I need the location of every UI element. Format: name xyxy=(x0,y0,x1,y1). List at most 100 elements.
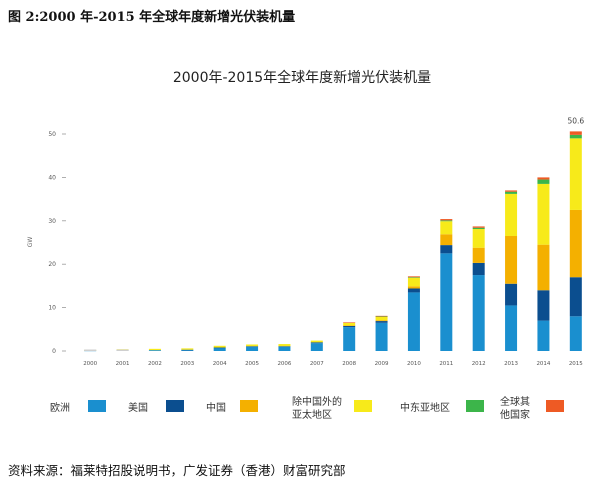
bar-2010-row xyxy=(407,276,420,278)
bar-2013-usa xyxy=(505,283,518,306)
bar-2008-row xyxy=(343,322,356,323)
y-axis-label: GW xyxy=(27,237,34,248)
legend-label-line1-row: 全球其 xyxy=(500,395,530,408)
bar-2007-usa xyxy=(310,342,323,344)
y-axis-ticks: 0 10 20 30 40 50 xyxy=(48,131,66,355)
x-tick-label-2014: 2014 xyxy=(536,361,550,367)
bar-2014-usa xyxy=(537,290,550,321)
x-tick-label-2000: 2000 xyxy=(83,361,97,367)
x-tick-label-2010: 2010 xyxy=(407,361,421,367)
y-tick-label-10: 10 xyxy=(48,305,56,312)
bar-2009-mea xyxy=(375,316,388,317)
x-tick-label-2008: 2008 xyxy=(342,361,356,367)
legend-swatch-europe xyxy=(88,400,106,412)
bar-2008-apac xyxy=(343,322,356,326)
legend-swatch-usa xyxy=(166,400,184,412)
bar-2011-europe xyxy=(440,253,453,351)
legend-label-row: 全球其他国家 xyxy=(500,395,530,421)
source-note: 资料来源：福莱特招股说明书，广发证券（香港）财富研究部 xyxy=(8,463,346,478)
bar-2010-apac xyxy=(407,277,420,287)
annotation-2015: 50.6 xyxy=(567,116,584,125)
x-tick-label-2007: 2007 xyxy=(310,361,324,367)
y-tick-label-40: 40 xyxy=(48,174,56,181)
figure-label: 图 2:2000 年-2015 年全球年度新增光伏装机量 xyxy=(8,10,296,25)
bar-2014-mea xyxy=(537,179,550,184)
y-tick-label-30: 30 xyxy=(48,218,56,225)
legend-label-line2-row: 他国家 xyxy=(500,408,530,421)
bar-2003-europe xyxy=(181,350,194,351)
bar-2012-usa xyxy=(472,262,485,276)
y-tick-label-50: 50 xyxy=(48,131,56,138)
bar-2010-europe xyxy=(407,292,420,351)
x-tick-label-2006: 2006 xyxy=(277,361,291,367)
bar-2005-usa xyxy=(246,346,259,347)
legend-swatch-row xyxy=(546,400,564,412)
legend-label-line1-apac: 除中国外的 xyxy=(292,395,342,408)
stacked-bar-chart: 2000年-2015年全球年度新增光伏装机量 GW 0 10 20 30 40 50 20… xyxy=(27,69,584,421)
bar-2003-usa xyxy=(181,349,194,351)
legend-swatch-china xyxy=(240,400,258,412)
bar-2009-china xyxy=(375,320,388,322)
bar-base-2001 xyxy=(116,349,129,351)
x-tick-label-2009: 2009 xyxy=(375,361,389,367)
x-tick-label-2002: 2002 xyxy=(148,361,162,367)
bar-2003-apac xyxy=(181,348,194,350)
bar-2012-row xyxy=(472,226,485,228)
legend-label-line2-apac: 亚太地区 xyxy=(292,408,332,421)
bar-2014-apac xyxy=(537,183,550,245)
legend-label-europe: 欧洲 xyxy=(50,402,70,414)
legend-label-apac: 除中国外的亚太地区 xyxy=(292,395,342,421)
bar-2015-china xyxy=(569,209,582,278)
x-tick-label-2015: 2015 xyxy=(569,361,583,367)
bar-2008-usa xyxy=(343,325,356,328)
bar-2009-europe xyxy=(375,322,388,351)
bar-2008-china xyxy=(343,325,356,326)
bar-2011-china xyxy=(440,234,453,246)
legend-swatch-mea xyxy=(466,400,484,412)
bar-2012-apac xyxy=(472,229,485,248)
bar-2009-apac xyxy=(375,316,388,321)
legend: 欧洲 美国 中国 除中国外的亚太地区 中东亚地区 全球其他国家 xyxy=(50,395,564,421)
bar-2009-usa xyxy=(375,321,388,323)
x-tick-label-2004: 2004 xyxy=(213,361,227,367)
bar-2015-mea xyxy=(569,134,582,139)
bar-2011-row xyxy=(440,219,453,221)
x-tick-label-2001: 2001 xyxy=(116,361,130,367)
x-axis-ticks: 2000 2001 2002 2003 2004 2005 2006 2007 2008 2009… xyxy=(83,361,583,367)
bar-2002-apac xyxy=(148,348,161,351)
bar-2006-europe xyxy=(278,346,291,351)
bar-2015-apac xyxy=(569,138,582,210)
bar-2013-apac xyxy=(505,193,518,236)
bars-group xyxy=(84,131,582,352)
bar-2015-europe xyxy=(569,316,582,351)
legend-swatch-apac xyxy=(354,400,372,412)
bar-2014-china xyxy=(537,244,550,291)
bar-2007-apac xyxy=(310,340,323,343)
bar-2005-europe xyxy=(246,346,259,351)
x-tick-label-2013: 2013 xyxy=(504,361,518,367)
bar-2015-row xyxy=(569,131,582,135)
chart-container: 2000年-2015年全球年度新增光伏装机量 GW 0 10 20 30 40 50 20… xyxy=(0,28,605,452)
bar-2004-usa xyxy=(213,347,226,349)
legend-label-china: 中国 xyxy=(206,401,226,414)
bar-base-2000 xyxy=(84,349,97,351)
bar-2010-usa xyxy=(407,288,420,293)
bar-2013-row xyxy=(505,190,518,192)
bar-2006-apac xyxy=(278,344,291,347)
bar-2011-mea xyxy=(440,220,453,222)
bar-2011-apac xyxy=(440,221,453,235)
bar-2006-usa xyxy=(278,346,291,347)
bar-2014-row xyxy=(537,177,550,180)
bar-2007-europe xyxy=(310,343,323,351)
bar-2010-china xyxy=(407,286,420,289)
bar-2004-europe xyxy=(213,347,226,351)
bar-2009-row xyxy=(375,315,388,317)
bar-2011-usa xyxy=(440,245,453,254)
bar-2004-apac xyxy=(213,345,226,348)
bar-2012-mea xyxy=(472,227,485,230)
bar-2012-europe xyxy=(472,275,485,351)
y-tick-label-20: 20 xyxy=(48,261,56,268)
bar-2013-mea xyxy=(505,191,518,194)
annotations-group: 50.6 xyxy=(567,116,584,125)
x-tick-label-2005: 2005 xyxy=(245,361,259,367)
